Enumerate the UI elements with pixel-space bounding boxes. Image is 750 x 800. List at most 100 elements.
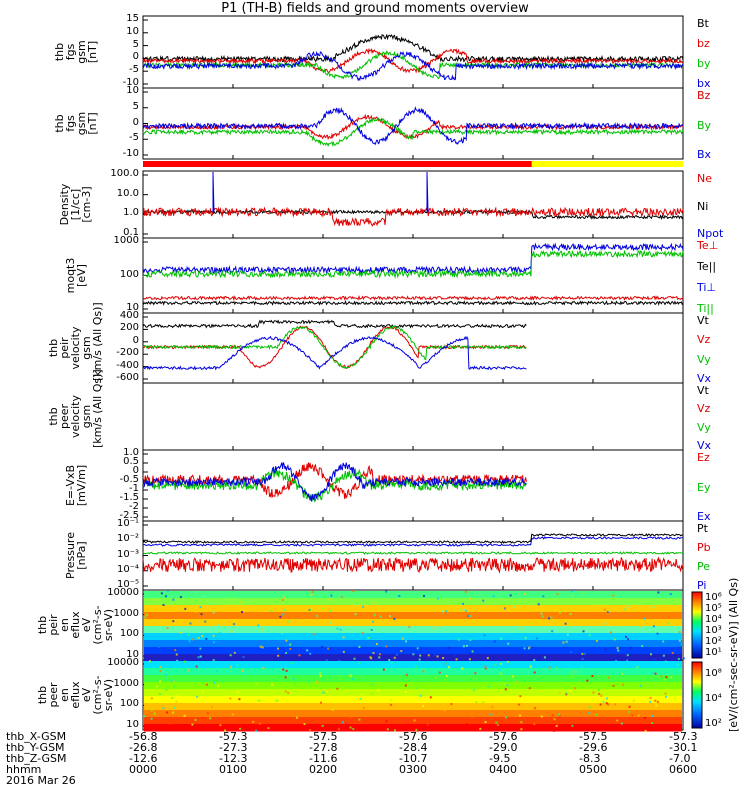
ion-spectrogram-pixel-154: [493, 640, 496, 643]
electron-spectrogram-pixel-178: [482, 686, 485, 689]
legend-pressure-3: Pi: [697, 579, 707, 592]
footer-value-2-2: -11.6: [309, 752, 338, 765]
electron-spectrogram-pixel-142: [287, 691, 290, 694]
electron-spectrogram-pixel-185: [216, 670, 219, 673]
ytick-label-eeflux-3: 10: [126, 719, 139, 730]
electron-spectrogram-pixel-216: [450, 703, 453, 706]
electron-spectrogram-pixel-70: [165, 674, 168, 677]
electron-spectrogram-pixel-237: [385, 720, 388, 723]
electron-spectrogram-band-8: [144, 717, 682, 725]
electron-spectrogram-pixel-140: [655, 704, 658, 707]
ytick-label-ieflux-2: 100: [119, 628, 139, 640]
ion-spectrogram-pixel-33: [199, 606, 202, 609]
legend-ve-1: Vz: [697, 402, 711, 416]
electron-spectrogram-pixel-244: [654, 672, 657, 675]
electron-spectrogram-pixel-57: [165, 711, 168, 714]
electron-spectrogram-pixel-214: [319, 674, 322, 677]
electron-spectrogram-pixel-38: [143, 715, 146, 718]
electron-spectrogram-band-4: [144, 689, 682, 697]
ion-spectrogram-band-3: [144, 612, 682, 620]
ion-spectrogram-pixel-17: [571, 594, 574, 597]
footer-row-label-2: thb_Z-GSM: [6, 752, 67, 765]
ion-spectrogram-pixel-186: [316, 614, 319, 617]
legend-fgs-3: bx: [697, 77, 711, 90]
ion-spectrogram-pixel-156: [433, 630, 436, 633]
electron-spectrogram-pixel-173: [191, 723, 194, 726]
electron-spectrogram-pixel-212: [359, 697, 362, 700]
ion-spectrogram-pixel-92: [203, 595, 206, 598]
electron-spectrogram-pixel-206: [656, 700, 659, 703]
ion-spectrogram-pixel-129: [265, 654, 268, 657]
electron-spectrogram-pixel-153: [620, 722, 623, 725]
electron-spectrogram-pixel-71: [404, 690, 407, 693]
series-Ti-par: [142, 249, 684, 279]
ion-spectrogram-pixel-67: [241, 611, 244, 614]
footer-value-0-2: -12.6: [129, 752, 158, 765]
ion-spectrogram-pixel-13: [329, 610, 332, 613]
ion-spectrogram-band-1: [144, 598, 682, 606]
electron-spectrogram-pixel-257: [419, 694, 422, 697]
ion-spectrogram-pixel-104: [482, 599, 485, 602]
electron-spectrogram-pixel-191: [159, 680, 162, 683]
ion-spectrogram-pixel-72: [199, 655, 202, 658]
ion-spectrogram-pixel-242: [537, 603, 540, 606]
ion-spectrogram-pixel-180: [160, 592, 163, 595]
ion-spectrogram-pixel-130: [336, 627, 339, 630]
electron-spectrogram-band-3: [144, 682, 682, 690]
panel-frame-vi: [142, 312, 684, 384]
ytick-label-fgs2-4: -10: [122, 148, 139, 159]
ytick-label-fgs2-0: 10: [126, 85, 139, 96]
ion-spectrogram-pixel-148: [603, 622, 606, 625]
ion-spectrogram-pixel-217: [662, 640, 665, 643]
ion-spectrogram-pixel-119: [469, 638, 472, 641]
ion-spectrogram-pixel-62: [189, 622, 192, 625]
ylabel-fgs-1: fgs: [63, 43, 77, 61]
electron-spectrogram-pixel-184: [589, 681, 592, 684]
ion-spectrogram-pixel-109: [535, 637, 538, 640]
series-bx: [142, 50, 684, 82]
ion-spectrogram-pixel-122: [219, 632, 222, 635]
electron-spectrogram-pixel-205: [484, 665, 487, 668]
ion-spectrogram-pixel-121: [310, 593, 313, 596]
legend-efield-2: Ex: [697, 510, 711, 523]
electron-spectrogram-pixel-210: [621, 672, 624, 675]
ion-spectrogram-pixel-28: [270, 609, 273, 612]
ytick-label-fgs-4: -5: [129, 64, 139, 76]
electron-spectrogram-pixel-143: [664, 660, 667, 663]
ion-spectrogram-pixel-221: [385, 590, 388, 593]
electron-spectrogram-pixel-120: [495, 721, 498, 724]
ion-spectrogram-pixel-150: [569, 650, 572, 653]
ion-spectrogram-pixel-38: [393, 656, 396, 659]
ion-spectrogram-pixel-239: [219, 619, 222, 622]
ion-spectrogram-pixel-63: [507, 642, 510, 645]
electron-spectrogram-pixel-108: [605, 697, 608, 700]
electron-spectrogram-pixel-121: [154, 668, 157, 671]
electron-spectrogram-pixel-197: [316, 681, 319, 684]
electron-spectrogram-pixel-97: [172, 686, 175, 689]
electron-spectrogram-pixel-104: [651, 671, 654, 674]
ion-spectrogram-pixel-3: [418, 658, 421, 661]
electron-spectrogram-pixel-158: [484, 667, 487, 670]
electron-spectrogram-pixel-24: [569, 690, 572, 693]
colorbar-electron-tick-2: 10²: [705, 718, 722, 729]
ytick-label-fgs2-1: 5: [132, 100, 139, 112]
ion-spectrogram-pixel-140: [395, 653, 398, 656]
electron-spectrogram-pixel-20: [636, 665, 639, 668]
ytick-label-density-1: 10.0: [116, 187, 139, 199]
ion-spectrogram-pixel-55: [629, 646, 632, 649]
electron-spectrogram-pixel-100: [673, 697, 676, 700]
legend-vi-1: Vz: [697, 333, 711, 347]
electron-spectrogram-pixel-28: [404, 684, 407, 687]
electron-spectrogram-pixel-251: [349, 674, 352, 677]
electron-spectrogram-pixel-52: [321, 724, 324, 727]
series-By: [142, 117, 684, 148]
ytick-label-eeflux-0: 10000: [107, 657, 139, 668]
ion-spectrogram-pixel-218: [662, 605, 665, 608]
electron-spectrogram-pixel-119: [654, 699, 657, 702]
ion-spectrogram-pixel-214: [353, 657, 356, 660]
electron-spectrogram-pixel-39: [172, 711, 175, 714]
colorbar-electron-tick-1: 10⁴: [705, 693, 722, 704]
series-Vx: [142, 335, 527, 371]
ion-spectrogram-pixel-0: [506, 615, 509, 618]
series-Npot: [212, 171, 429, 213]
